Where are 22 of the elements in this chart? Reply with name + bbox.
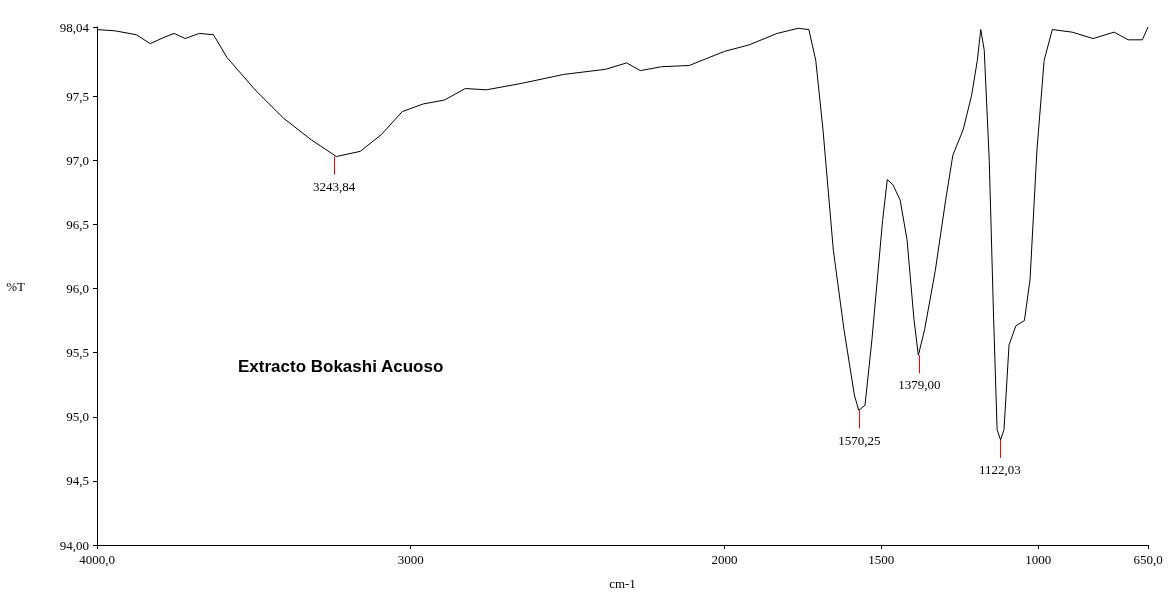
x-tick-label: 3000 [397,552,424,567]
y-tick-label: 95,5 [66,345,89,361]
annotation: 3243,84 [313,178,356,194]
x-tick-label: 1000 [1025,552,1052,567]
y-tick-label: 97,0 [66,152,89,168]
annotation: Extracto Bokashi Acuoso [238,357,444,376]
x-tick-label: 650,0 [1133,552,1163,567]
y-tick-label: 94,5 [66,473,89,489]
x-axis-title: cm-1 [609,576,636,591]
y-tick-label: 96,5 [66,216,89,232]
y-tick-label: 98,04 [59,19,90,35]
x-tick-label: 2000 [711,552,738,567]
y-tick-label: 94,00 [59,537,89,553]
annotation: 1570,25 [838,432,881,448]
y-tick-label: 96,0 [66,281,89,297]
annotation: 1379,00 [898,377,941,393]
y-axis-title: %T [6,278,26,294]
y-tick-label: 97,5 [66,88,89,104]
annotation: 1122,03 [979,461,1021,477]
x-tick-label: 1500 [868,552,895,567]
x-tick-label: 4000,0 [79,552,115,567]
y-tick-label: 95,0 [66,409,89,425]
